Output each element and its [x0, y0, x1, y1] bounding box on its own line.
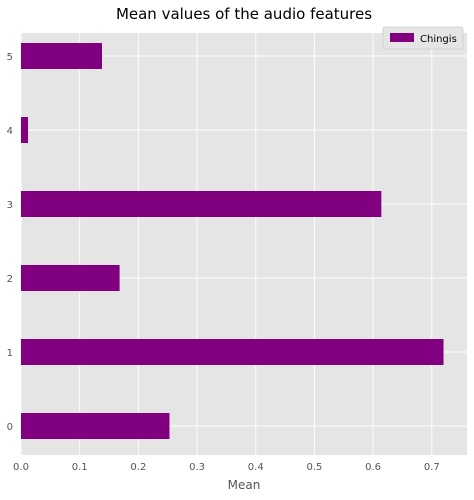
y-tick-label: 4 — [7, 126, 13, 137]
y-tick-label: 3 — [7, 200, 13, 211]
legend-label: Chingis — [420, 34, 457, 45]
bar — [21, 117, 29, 143]
legend: Chingis — [382, 26, 464, 50]
plot-area — [21, 33, 467, 455]
bars — [21, 43, 444, 439]
bar — [21, 191, 382, 217]
y-axis-ticks: 0 1 2 3 4 5 — [7, 52, 13, 433]
x-tick-label: 0.7 — [424, 462, 440, 473]
x-tick-label: 0.6 — [365, 462, 381, 473]
y-tick-label: 0 — [7, 422, 13, 433]
x-axis-label: Mean — [228, 478, 261, 492]
x-axis-ticks: 0.0 0.1 0.2 0.3 0.4 0.5 0.6 0.7 — [13, 462, 440, 473]
bar — [21, 265, 120, 291]
y-tick-label: 5 — [7, 52, 13, 63]
bar — [21, 339, 444, 365]
x-tick-label: 0.5 — [306, 462, 322, 473]
chart-title: Mean values of the audio features — [116, 5, 372, 23]
y-tick-label: 1 — [7, 348, 13, 359]
legend-box — [382, 26, 464, 50]
x-tick-label: 0.1 — [72, 462, 88, 473]
bar — [21, 43, 102, 69]
x-tick-label: 0.0 — [13, 462, 29, 473]
x-tick-label: 0.2 — [130, 462, 146, 473]
y-tick-label: 2 — [7, 274, 13, 285]
bar — [21, 413, 170, 439]
x-tick-label: 0.4 — [248, 462, 264, 473]
legend-swatch — [390, 33, 414, 42]
x-tick-label: 0.3 — [189, 462, 205, 473]
